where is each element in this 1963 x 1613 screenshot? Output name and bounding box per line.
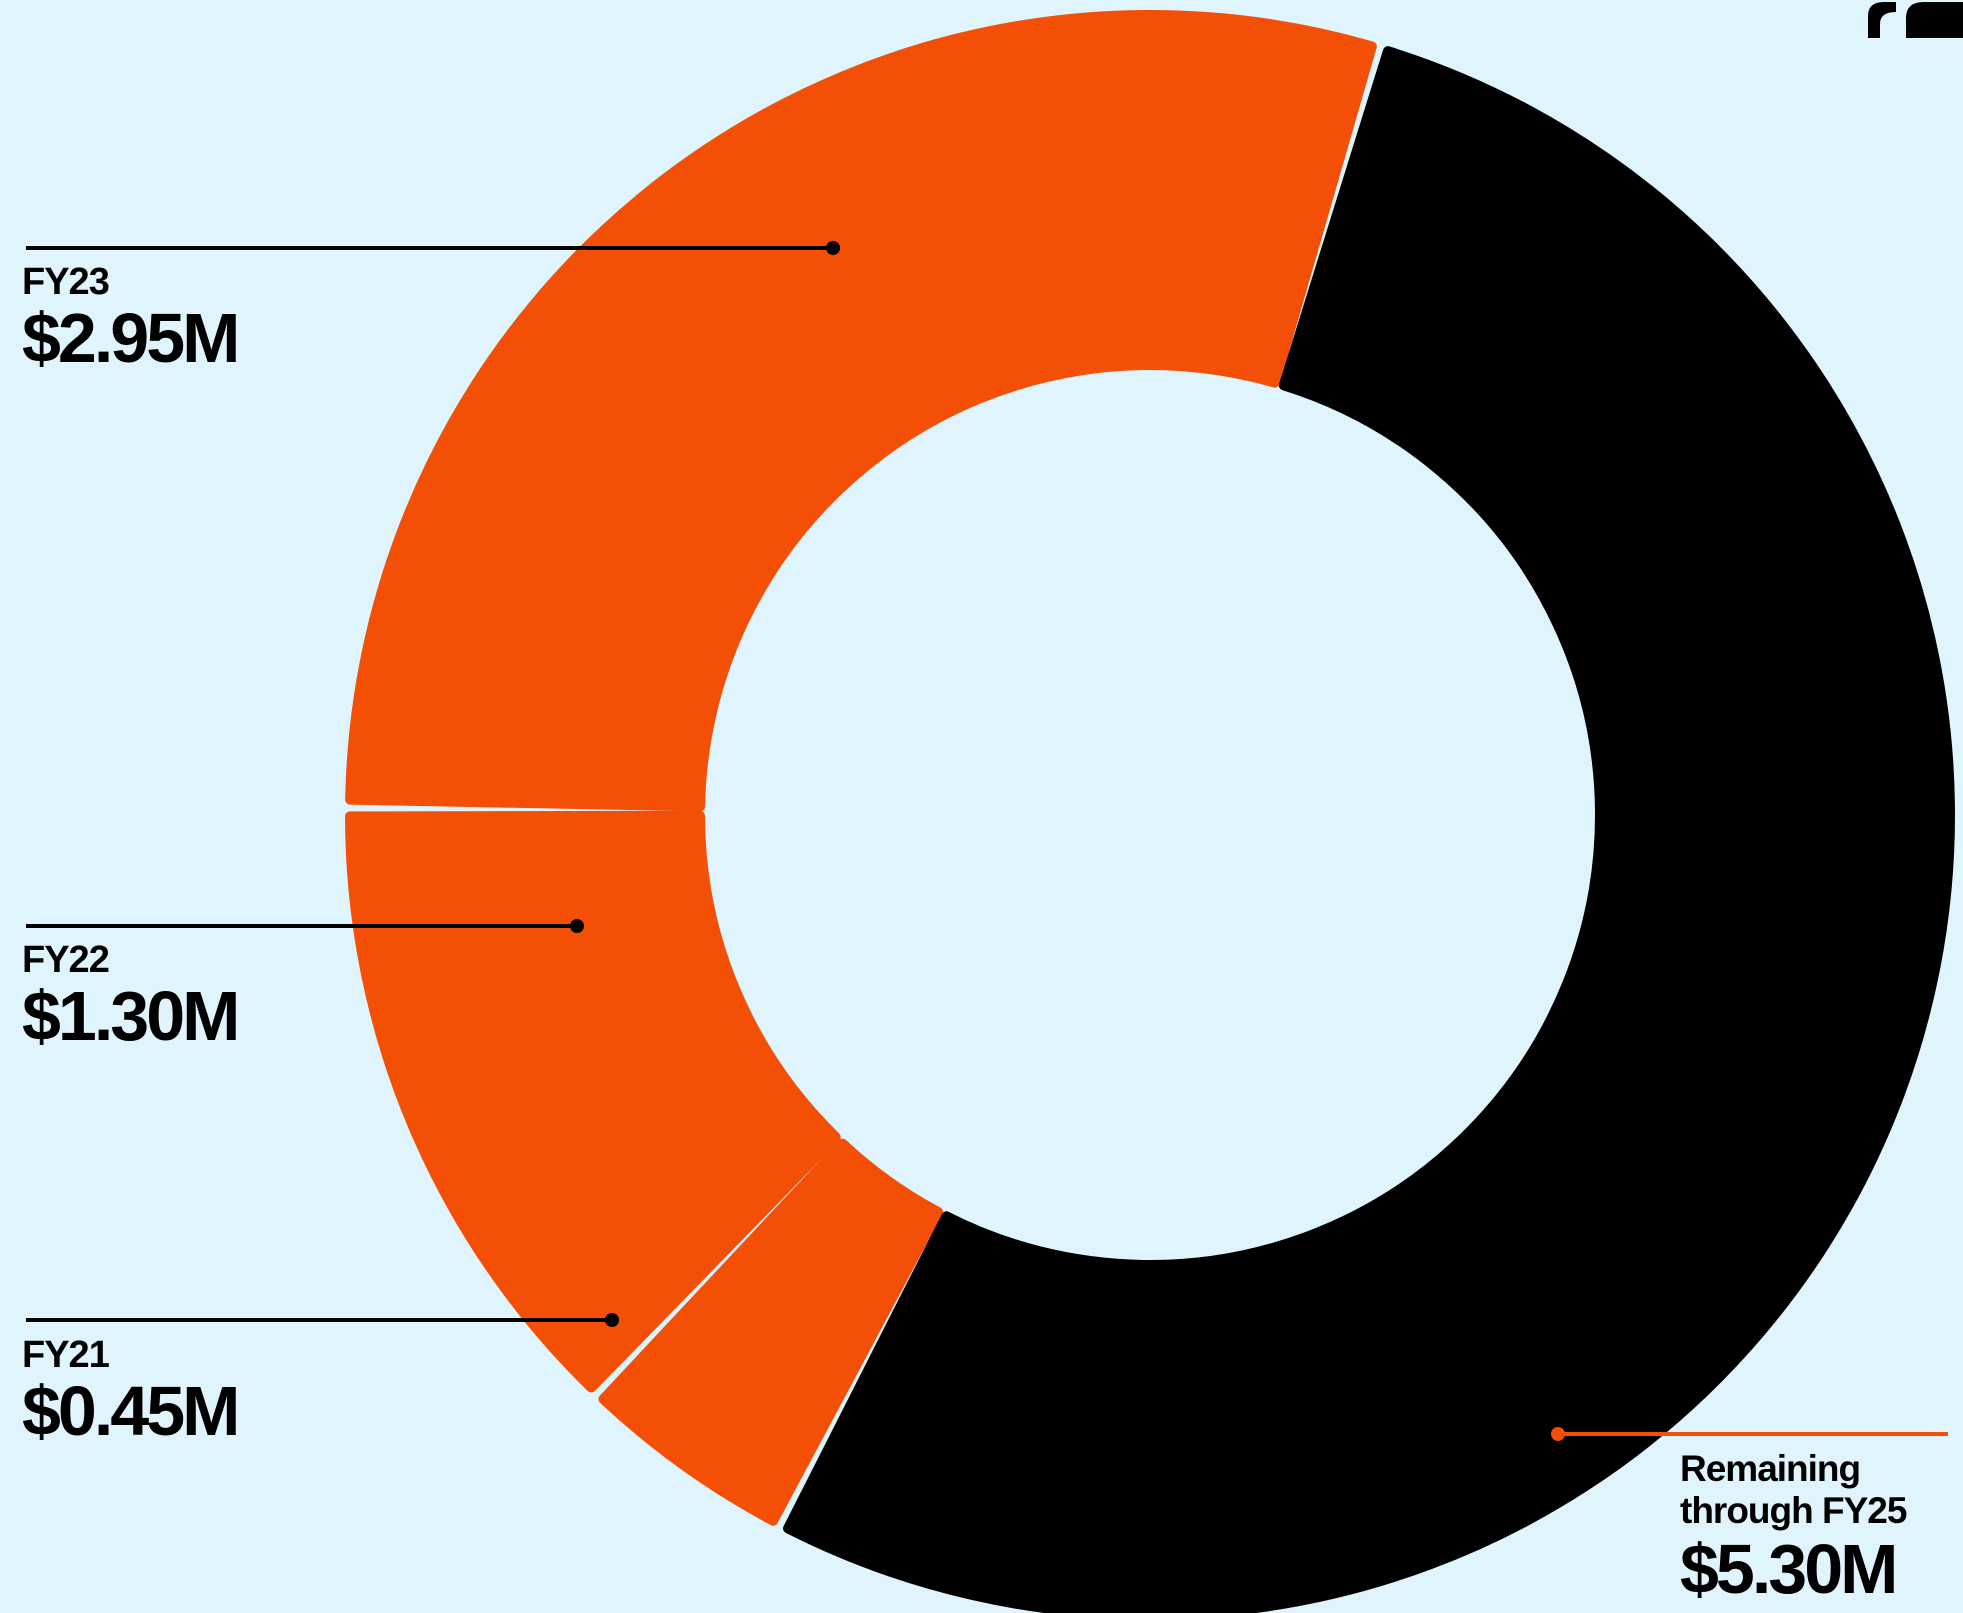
label-fy23: FY23 $2.95M xyxy=(22,261,240,377)
label-remaining-line2: through FY25 xyxy=(1680,1490,1907,1531)
leader-lines xyxy=(26,241,1948,1441)
label-fy22-year: FY22 xyxy=(22,939,110,981)
slice-remaining-through-fy25 xyxy=(783,46,1955,1613)
leader-remaining-dot xyxy=(1551,1427,1565,1441)
label-fy23-value: $2.95M xyxy=(22,299,240,377)
label-fy21-year: FY21 xyxy=(22,1334,110,1376)
leader-fy22-dot xyxy=(570,919,584,933)
label-fy22-value: $1.30M xyxy=(22,977,240,1055)
label-remaining-value: $5.30M xyxy=(1680,1530,1898,1608)
slice-fy22 xyxy=(345,810,841,1393)
leader-fy23-dot xyxy=(826,241,840,255)
slice-fy23 xyxy=(345,10,1377,812)
donut-slices xyxy=(345,10,1955,1613)
slice-fy21 xyxy=(598,1138,944,1526)
label-remaining: Remaining through FY25 $5.30M xyxy=(1680,1448,1907,1608)
label-fy23-year: FY23 xyxy=(22,261,110,303)
leader-fy21-dot xyxy=(605,1313,619,1327)
label-fy21-value: $0.45M xyxy=(22,1372,240,1450)
label-remaining-line1: Remaining xyxy=(1680,1448,1861,1489)
quote-mark-icon xyxy=(1868,2,1963,38)
label-fy22: FY22 $1.30M xyxy=(22,939,240,1055)
label-fy21: FY21 $0.45M xyxy=(22,1334,240,1450)
